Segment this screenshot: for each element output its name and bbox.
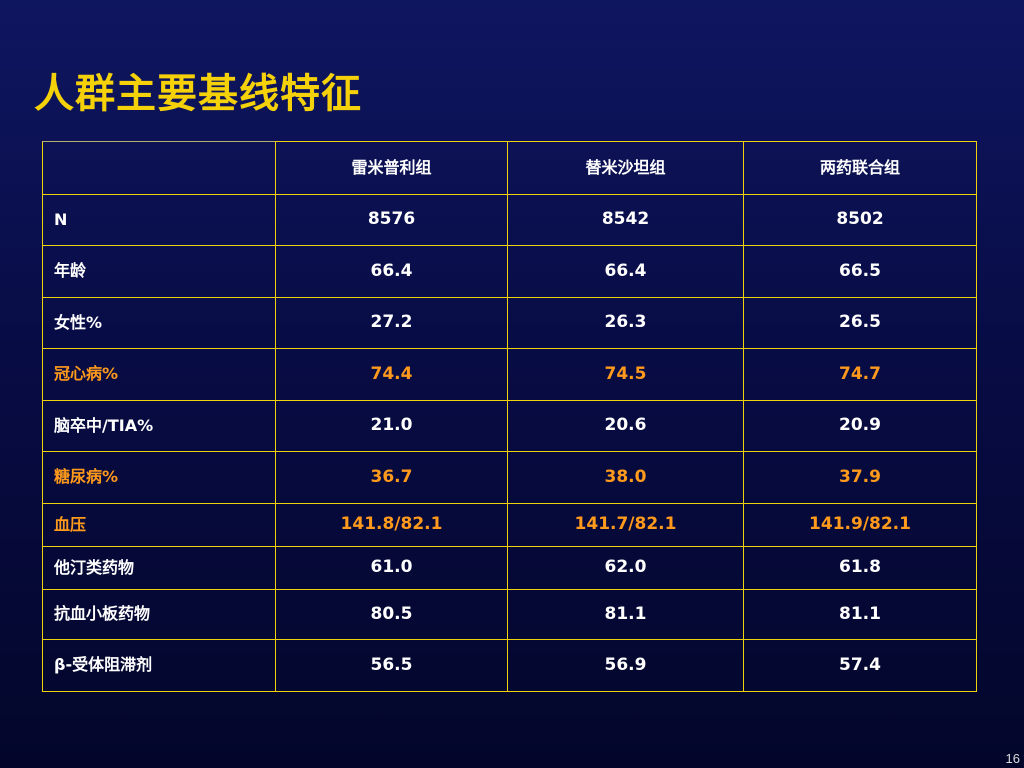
table-cell: 61.0 — [275, 546, 508, 590]
table-cell: 8502 — [743, 194, 977, 246]
table-header-row: 雷米普利组 替米沙坦组 两药联合组 — [42, 141, 977, 195]
table-cell: 56.9 — [507, 639, 744, 692]
slide-title: 人群主要基线特征 — [34, 71, 362, 117]
baseline-table: 雷米普利组 替米沙坦组 两药联合组 N 8576 8542 8502 年龄 66… — [42, 141, 977, 692]
table-cell: 62.0 — [507, 546, 744, 590]
table-row-stroke: 脑卒中/TIA% 21.0 20.6 20.9 — [42, 400, 977, 452]
table-cell: 27.2 — [275, 297, 508, 349]
table-row-antiplatelet: 抗血小板药物 80.5 81.1 81.1 — [42, 589, 977, 640]
table-cell: 26.3 — [507, 297, 744, 349]
table-cell: 21.0 — [275, 400, 508, 452]
table-cell: 38.0 — [507, 451, 744, 504]
table-cell: 141.8/82.1 — [275, 503, 508, 547]
table-cell: 141.7/82.1 — [507, 503, 744, 547]
table-row-n: N 8576 8542 8502 — [42, 194, 977, 246]
table-cell: 57.4 — [743, 639, 977, 692]
table-cell: 37.9 — [743, 451, 977, 504]
table-row-female: 女性% 27.2 26.3 26.5 — [42, 297, 977, 349]
row-label: 糖尿病% — [42, 451, 276, 504]
table-cell: 36.7 — [275, 451, 508, 504]
table-cell: 8542 — [507, 194, 744, 246]
table-cell: 20.6 — [507, 400, 744, 452]
table-row-chd: 冠心病% 74.4 74.5 74.7 — [42, 348, 977, 401]
row-label: 年龄 — [42, 245, 276, 298]
row-label: 血压 — [42, 503, 276, 547]
table-cell: 20.9 — [743, 400, 977, 452]
table-cell: 81.1 — [507, 589, 744, 640]
table-cell: 61.8 — [743, 546, 977, 590]
row-label: N — [42, 194, 276, 246]
row-label: 抗血小板药物 — [42, 589, 276, 640]
table-cell: 80.5 — [275, 589, 508, 640]
row-label: 他汀类药物 — [42, 546, 276, 590]
table-cell: 81.1 — [743, 589, 977, 640]
header-telmisartan: 替米沙坦组 — [507, 141, 744, 195]
table-cell: 66.5 — [743, 245, 977, 298]
table-cell: 66.4 — [507, 245, 744, 298]
page-number: 16 — [1005, 751, 1020, 766]
row-label: 脑卒中/TIA% — [42, 400, 276, 452]
row-label: 冠心病% — [42, 348, 276, 401]
table-cell: 74.5 — [507, 348, 744, 401]
table-cell: 74.4 — [275, 348, 508, 401]
table-cell: 74.7 — [743, 348, 977, 401]
table-row-bp: 血压 141.8/82.1 141.7/82.1 141.9/82.1 — [42, 503, 977, 547]
table-cell: 8576 — [275, 194, 508, 246]
table-cell: 141.9/82.1 — [743, 503, 977, 547]
table-cell: 66.4 — [275, 245, 508, 298]
row-label: 女性% — [42, 297, 276, 349]
header-ramipril: 雷米普利组 — [275, 141, 508, 195]
header-combination: 两药联合组 — [743, 141, 977, 195]
table-cell: 26.5 — [743, 297, 977, 349]
header-corner-cell — [42, 141, 276, 195]
table-row-age: 年龄 66.4 66.4 66.5 — [42, 245, 977, 298]
table-row-statin: 他汀类药物 61.0 62.0 61.8 — [42, 546, 977, 590]
table-cell: 56.5 — [275, 639, 508, 692]
table-row-beta-blocker: β-受体阻滞剂 56.5 56.9 57.4 — [42, 639, 977, 692]
row-label: β-受体阻滞剂 — [42, 639, 276, 692]
table-row-diabetes: 糖尿病% 36.7 38.0 37.9 — [42, 451, 977, 504]
